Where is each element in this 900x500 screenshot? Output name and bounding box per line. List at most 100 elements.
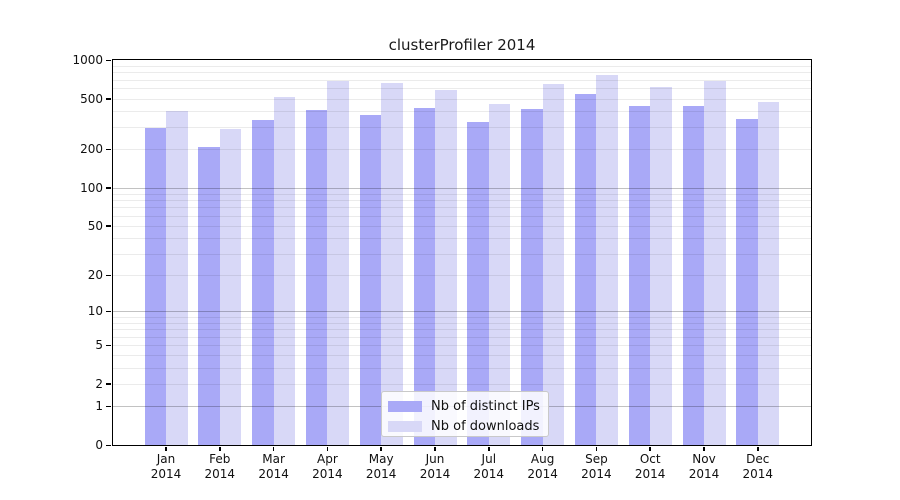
- y-tick-mark: [106, 59, 111, 61]
- x-tick-month: Mar: [262, 452, 285, 466]
- gridline-minor: [113, 72, 811, 74]
- x-tick-year: 2014: [634, 467, 666, 481]
- x-tick-label: Oct 2014: [618, 452, 682, 482]
- x-tick-year: 2014: [312, 467, 343, 481]
- chart-title: clusterProfiler 2014: [388, 36, 536, 54]
- x-tick-label: Nov 2014: [672, 452, 736, 482]
- gridline-minor: [113, 322, 811, 324]
- y-tick-mark: [106, 225, 111, 227]
- y-tick-mark: [106, 310, 111, 313]
- plot-area: 1000 500 200 100 50 20 10 5 2 1 0 Jan 2014 Feb 2014 Ma…: [72, 53, 812, 481]
- bar-downloads: [273, 96, 296, 445]
- x-tick-mark: [488, 446, 490, 451]
- x-tick-month: Oct: [639, 452, 661, 466]
- x-tick-year: 2014: [365, 467, 397, 481]
- gridline-major: [113, 311, 811, 313]
- gridline-minor: [113, 193, 811, 195]
- y-tick-mark: [106, 383, 111, 385]
- x-tick-mark: [272, 446, 275, 451]
- y-tick-label: 200: [80, 142, 103, 157]
- x-tick-month: Jan: [156, 452, 176, 466]
- bar-distinct-ips: [736, 119, 758, 445]
- bar-distinct-ips: [359, 115, 382, 445]
- x-tick-label: May 2014: [349, 452, 413, 482]
- x-tick-mark: [434, 446, 436, 451]
- x-tick-label: Feb 2014: [188, 452, 252, 482]
- y-tick-label: 2: [95, 376, 103, 391]
- y-tick-label: 100: [80, 180, 103, 195]
- bar-distinct-ips: [144, 128, 166, 445]
- gridline-minor: [113, 383, 811, 385]
- x-tick-month: Nov: [692, 452, 716, 466]
- legend-item-distinct-ips: Nb of distinct IPs: [388, 397, 548, 415]
- gridline-minor: [113, 65, 811, 67]
- x-tick-year: 2014: [204, 467, 236, 481]
- y-tick-label: 0: [95, 438, 103, 452]
- y-tick-mark: [106, 98, 111, 100]
- legend-swatch-distinct-ips: [388, 400, 422, 412]
- x-tick-month: May: [368, 452, 394, 466]
- x-tick-mark: [219, 446, 221, 451]
- x-tick-month: Jun: [425, 452, 445, 466]
- x-tick-month: Feb: [209, 452, 231, 466]
- x-tick-year: 2014: [419, 467, 451, 481]
- x-tick-month: Aug: [530, 452, 555, 466]
- gridline-minor: [113, 367, 811, 369]
- y-tick-mark: [106, 405, 111, 408]
- bar-downloads: [219, 129, 242, 445]
- x-tick-year: 2014: [527, 467, 558, 481]
- gridline-minor: [113, 110, 811, 112]
- y-tick-label: 20: [87, 268, 103, 283]
- bar-downloads: [704, 80, 726, 445]
- gridline-minor: [113, 238, 811, 240]
- y-tick-label: 500: [80, 91, 103, 106]
- y-axis: 1000 500 200 100 50 20 10 5 2 1 0: [72, 53, 811, 452]
- y-tick-label: 50: [87, 218, 103, 233]
- x-tick-mark: [595, 446, 598, 451]
- x-tick-label: Mar 2014: [242, 452, 306, 482]
- bar-distinct-ips: [305, 109, 328, 445]
- y-tick-mark: [106, 344, 111, 347]
- gridline-minor: [113, 355, 811, 357]
- y-tick-label: 1000: [72, 53, 103, 67]
- bar-distinct-ips: [574, 93, 597, 445]
- y-tick-label: 5: [95, 338, 103, 353]
- legend: Nb of distinct IPs Nb of downloads: [381, 391, 549, 437]
- legend-swatch-downloads: [388, 420, 422, 432]
- gridline-minor: [113, 149, 811, 151]
- x-tick-year: 2014: [581, 467, 612, 481]
- x-tick-mark: [757, 446, 759, 451]
- gridline-minor: [113, 316, 811, 318]
- gridline-minor: [113, 88, 811, 90]
- bar-distinct-ips: [252, 120, 274, 445]
- x-tick-mark: [165, 446, 167, 451]
- x-tick-mark: [649, 446, 651, 451]
- x-tick-year: 2014: [258, 467, 289, 481]
- legend-item-downloads: Nb of downloads: [388, 417, 548, 435]
- x-tick-month: Apr: [317, 452, 338, 466]
- bar-distinct-ips: [682, 106, 704, 445]
- x-tick-mark: [380, 446, 382, 451]
- y-tick-label: 10: [87, 304, 103, 319]
- gridline-minor: [113, 329, 811, 331]
- x-tick-mark: [326, 446, 329, 451]
- x-tick-label: Apr 2014: [295, 452, 359, 482]
- legend-label-downloads: Nb of downloads: [431, 418, 540, 434]
- gridline-major: [113, 187, 811, 189]
- x-tick-label: Aug 2014: [511, 452, 575, 482]
- gridline-minor: [113, 345, 811, 347]
- gridline-minor: [113, 98, 811, 100]
- gridline-minor: [113, 126, 811, 128]
- x-tick-mark: [541, 446, 544, 451]
- gridline-minor: [113, 336, 811, 338]
- gridline-minor: [113, 207, 811, 209]
- y-tick-label: 1: [95, 399, 103, 414]
- x-tick-label: Jan 2014: [134, 452, 198, 482]
- gridline-minor: [113, 200, 811, 202]
- y-tick-mark: [106, 148, 111, 151]
- x-tick-mark: [703, 446, 705, 451]
- gridline-minor: [113, 225, 811, 227]
- y-tick-mark: [106, 187, 111, 189]
- gridlines-layer: [113, 60, 811, 445]
